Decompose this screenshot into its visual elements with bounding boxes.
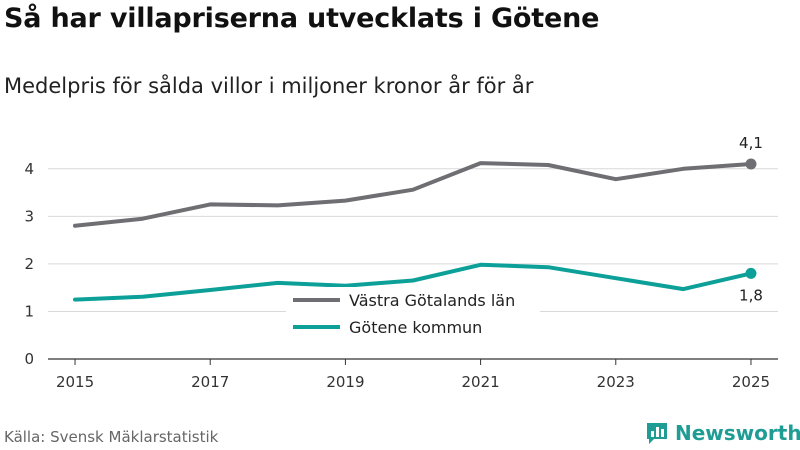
legend-label-vastra-gotaland: Västra Götalands län bbox=[349, 291, 515, 310]
data-labels: 4,1 1,8 bbox=[739, 134, 763, 304]
line-chart: 0 1 2 3 4 2015 2017 2019 2021 2023 2025 4,1 1,8 Vä… bbox=[24, 134, 778, 391]
x-tick-label-2023: 2023 bbox=[597, 373, 635, 391]
legend-background bbox=[286, 287, 540, 345]
x-tick-label-2017: 2017 bbox=[191, 373, 229, 391]
series-line-vastra-gotaland bbox=[73, 161, 753, 228]
end-point-vastra-gotaland bbox=[745, 158, 757, 170]
x-axis: 2015 2017 2019 2021 2023 2025 bbox=[56, 359, 770, 391]
y-tick-label-4: 4 bbox=[24, 160, 34, 178]
x-tick-label-2015: 2015 bbox=[56, 373, 94, 391]
end-label-gotene: 1,8 bbox=[739, 286, 763, 304]
y-tick-label-1: 1 bbox=[24, 302, 34, 320]
x-tick-label-2021: 2021 bbox=[461, 373, 499, 391]
y-tick-label-0: 0 bbox=[24, 350, 34, 368]
source-note: Källa: Svensk Mäklarstatistik bbox=[4, 428, 219, 446]
y-tick-label-3: 3 bbox=[24, 207, 34, 225]
legend-label-gotene: Götene kommun bbox=[349, 318, 482, 337]
series-lines bbox=[73, 158, 757, 302]
brand-logo[interactable]: Newsworthy bbox=[645, 419, 800, 447]
legend: Västra Götalands län Götene kommun bbox=[286, 287, 540, 345]
brand-name: Newsworthy bbox=[675, 421, 800, 445]
end-label-vastra-gotaland: 4,1 bbox=[739, 134, 763, 152]
chart-title: Så har villapriserna utvecklats i Götene bbox=[4, 3, 600, 34]
series-line-gotene bbox=[73, 262, 753, 302]
y-tick-label-2: 2 bbox=[24, 255, 34, 273]
x-tick-label-2019: 2019 bbox=[326, 373, 364, 391]
x-tick-label-2025: 2025 bbox=[732, 373, 770, 391]
end-point-gotene bbox=[745, 267, 757, 279]
bar-chart-speech-bubble-icon bbox=[647, 423, 667, 444]
chart-subtitle: Medelpris för sålda villor i miljoner kr… bbox=[4, 74, 534, 98]
grid-lines: 0 1 2 3 4 bbox=[24, 160, 778, 368]
